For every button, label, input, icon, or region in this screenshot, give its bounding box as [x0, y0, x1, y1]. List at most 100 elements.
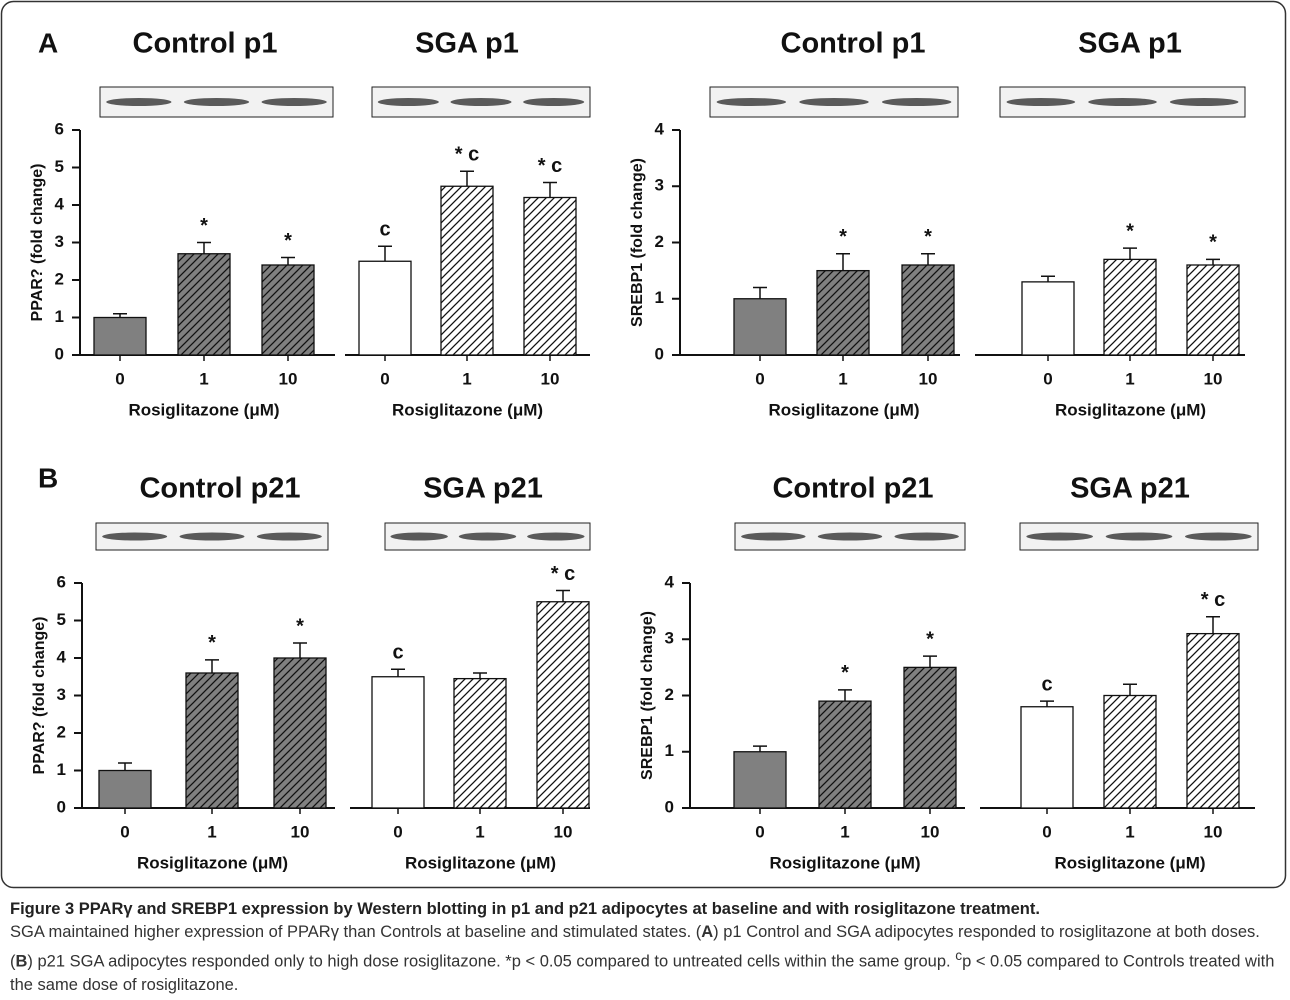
y-tick-label: 1	[55, 307, 64, 326]
significance-label: *	[296, 615, 304, 637]
x-tick-label: 10	[919, 369, 938, 388]
bar	[454, 679, 506, 808]
bar	[372, 677, 424, 808]
blot-band	[106, 98, 171, 106]
error-bar	[118, 763, 132, 771]
error-bar	[281, 258, 295, 266]
blot-band	[378, 98, 439, 106]
blot-band	[1185, 533, 1252, 541]
error-bar	[1123, 684, 1137, 695]
y-tick-label: 2	[655, 232, 664, 251]
blot-band	[184, 98, 249, 106]
significance-label: *	[208, 632, 216, 654]
blot-band	[1026, 533, 1093, 541]
y-tick-label: 6	[57, 572, 66, 591]
y-axis-label: PPAR? (fold change)	[29, 164, 46, 322]
y-tick-label: 4	[655, 119, 665, 138]
error-bar	[205, 660, 219, 673]
caption: Figure 3 PPARγ and SREBP1 expression by …	[10, 898, 1278, 997]
blot-band	[1170, 98, 1239, 106]
error-bar	[378, 246, 392, 261]
panel-label: A	[38, 27, 58, 58]
y-tick-label: 0	[55, 344, 64, 363]
significance-label: *	[1209, 232, 1217, 254]
blot-band	[523, 98, 584, 106]
bar	[94, 318, 146, 356]
chart-title: Control p1	[781, 28, 926, 60]
blot-band	[180, 533, 245, 541]
bar	[1104, 696, 1156, 809]
x-tick-label: 10	[541, 369, 560, 388]
x-axis-label: Rosiglitazone (μM)	[1054, 853, 1205, 872]
caption-run: SGA maintained higher expression of PPAR…	[10, 923, 701, 941]
y-tick-label: 3	[57, 685, 66, 704]
x-tick-label: 0	[1043, 369, 1052, 388]
blot-band	[717, 98, 786, 106]
y-tick-label: 3	[655, 176, 664, 195]
bar	[734, 299, 786, 355]
x-tick-label: 10	[291, 822, 310, 841]
page: A B Control p1 0 1 2 3 4 5 6 PPAR? (fold change)…	[0, 0, 1290, 1000]
bar	[262, 265, 314, 355]
x-tick-label: 1	[207, 822, 216, 841]
blot-band	[1007, 98, 1076, 106]
error-bar	[556, 591, 570, 602]
chart-title: SGA p1	[1078, 28, 1182, 60]
significance-label: c	[379, 219, 390, 241]
x-tick-label: 0	[380, 369, 389, 388]
x-axis-label: Rosiglitazone (μM)	[137, 853, 288, 872]
blot-band	[894, 533, 958, 541]
error-bar	[921, 254, 935, 265]
error-bar	[838, 690, 852, 701]
chart-title: Control p21	[139, 473, 300, 505]
y-axis-label: PPAR? (fold change)	[31, 617, 48, 775]
bar	[524, 198, 576, 356]
y-tick-label: 4	[665, 572, 675, 591]
significance-label: * c	[538, 155, 562, 177]
error-bar	[460, 171, 474, 186]
y-tick-label: 4	[55, 194, 65, 213]
bar	[1104, 259, 1156, 355]
x-tick-label: 0	[115, 369, 124, 388]
caption-run: ) p21 SGA adipocytes responded only to h…	[27, 953, 955, 971]
bar	[1021, 707, 1073, 808]
x-tick-label: 1	[462, 369, 471, 388]
x-tick-label: 1	[199, 369, 208, 388]
error-bar	[753, 746, 767, 752]
caption-title: Figure 3 PPARγ and SREBP1 expression by …	[10, 898, 1278, 921]
y-axis-label: SREBP1 (fold change)	[639, 611, 656, 780]
y-tick-label: 6	[55, 119, 64, 138]
bar	[359, 261, 411, 355]
significance-label: c	[1041, 673, 1052, 695]
x-axis-label: Rosiglitazone (μM)	[128, 400, 279, 419]
bar	[441, 186, 493, 355]
significance-label: *	[200, 215, 208, 237]
error-bar	[1206, 259, 1220, 265]
bar	[1022, 282, 1074, 355]
caption-run: B	[16, 953, 28, 971]
significance-label: * c	[551, 563, 575, 585]
x-axis-label: Rosiglitazone (μM)	[1055, 400, 1206, 419]
blot-band	[450, 98, 511, 106]
x-tick-label: 10	[554, 822, 573, 841]
y-tick-label: 2	[665, 685, 674, 704]
y-tick-label: 2	[55, 269, 64, 288]
significance-label: * c	[455, 144, 479, 166]
chart-title: SGA p21	[423, 473, 543, 505]
x-tick-label: 0	[393, 822, 402, 841]
y-tick-label: 3	[55, 232, 64, 251]
error-bar	[1041, 276, 1055, 282]
x-tick-label: 1	[1125, 369, 1134, 388]
error-bar	[1123, 248, 1137, 259]
bar	[734, 752, 786, 808]
x-tick-label: 0	[755, 822, 764, 841]
bar	[186, 673, 238, 808]
blot-band	[882, 98, 951, 106]
significance-label: *	[1126, 220, 1134, 242]
chart-title: Control p21	[772, 473, 933, 505]
y-tick-label: 5	[57, 610, 66, 629]
bar	[1187, 265, 1239, 355]
bar	[817, 271, 869, 355]
x-tick-label: 1	[1125, 822, 1134, 841]
